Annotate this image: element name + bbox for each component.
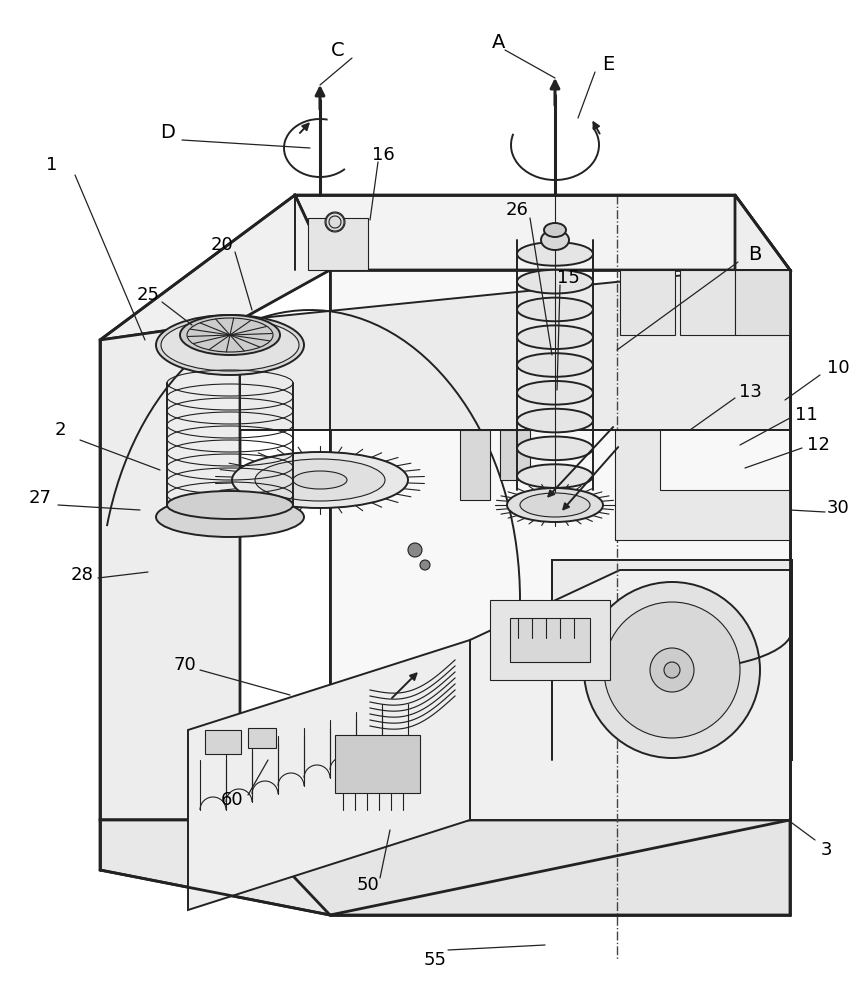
Ellipse shape (517, 464, 593, 488)
Bar (490, 600, 610, 680)
Text: 13: 13 (739, 383, 761, 401)
Ellipse shape (232, 452, 408, 508)
Ellipse shape (520, 493, 590, 517)
Bar (205, 730, 241, 754)
Text: 16: 16 (372, 146, 394, 164)
Ellipse shape (517, 325, 593, 349)
Bar (735, 270, 790, 335)
Bar (308, 218, 368, 270)
Text: 27: 27 (29, 489, 51, 507)
Text: B: B (748, 245, 762, 264)
Bar (620, 270, 675, 335)
Text: E: E (602, 55, 614, 75)
Polygon shape (188, 640, 470, 910)
Text: 70: 70 (173, 656, 197, 674)
Polygon shape (460, 430, 490, 500)
Ellipse shape (156, 315, 304, 375)
Ellipse shape (156, 497, 304, 537)
Text: 15: 15 (557, 269, 579, 287)
Ellipse shape (541, 230, 569, 250)
Polygon shape (100, 320, 240, 820)
Polygon shape (330, 270, 790, 820)
Ellipse shape (167, 491, 293, 519)
Bar (335, 735, 420, 793)
Text: 30: 30 (827, 499, 850, 517)
Circle shape (420, 560, 430, 570)
Ellipse shape (517, 270, 593, 293)
Circle shape (604, 602, 740, 738)
Ellipse shape (517, 409, 593, 432)
Polygon shape (100, 820, 790, 915)
Bar (248, 728, 276, 748)
Text: C: C (331, 40, 345, 60)
Bar (680, 270, 735, 335)
Ellipse shape (293, 471, 347, 489)
Ellipse shape (517, 437, 593, 460)
Text: 2: 2 (55, 421, 66, 439)
Text: 55: 55 (423, 951, 447, 969)
Text: 20: 20 (210, 236, 233, 254)
Ellipse shape (255, 459, 385, 501)
Polygon shape (470, 570, 790, 820)
Bar (510, 618, 590, 662)
Polygon shape (100, 820, 330, 915)
Polygon shape (615, 430, 790, 540)
Text: 10: 10 (827, 359, 850, 377)
Ellipse shape (517, 353, 593, 377)
Text: D: D (160, 122, 176, 141)
Circle shape (664, 662, 680, 678)
Circle shape (584, 582, 760, 758)
Ellipse shape (517, 381, 593, 405)
Text: 12: 12 (806, 436, 830, 454)
Polygon shape (240, 270, 790, 430)
Circle shape (408, 543, 422, 557)
Polygon shape (552, 560, 792, 760)
Text: 3: 3 (820, 841, 831, 859)
Ellipse shape (180, 315, 280, 355)
Text: 60: 60 (221, 791, 243, 809)
Ellipse shape (507, 488, 603, 522)
Ellipse shape (517, 242, 593, 266)
Polygon shape (295, 195, 790, 270)
Polygon shape (735, 195, 790, 540)
Ellipse shape (161, 319, 299, 371)
Text: 11: 11 (795, 406, 818, 424)
Text: 25: 25 (137, 286, 159, 304)
Text: 26: 26 (506, 201, 528, 219)
Polygon shape (100, 195, 330, 340)
Text: A: A (492, 32, 506, 51)
Circle shape (325, 212, 345, 232)
Text: 1: 1 (46, 156, 58, 174)
Ellipse shape (544, 223, 566, 237)
Polygon shape (500, 430, 530, 480)
Text: 28: 28 (70, 566, 94, 584)
Text: 50: 50 (357, 876, 379, 894)
Ellipse shape (517, 298, 593, 321)
Circle shape (650, 648, 694, 692)
